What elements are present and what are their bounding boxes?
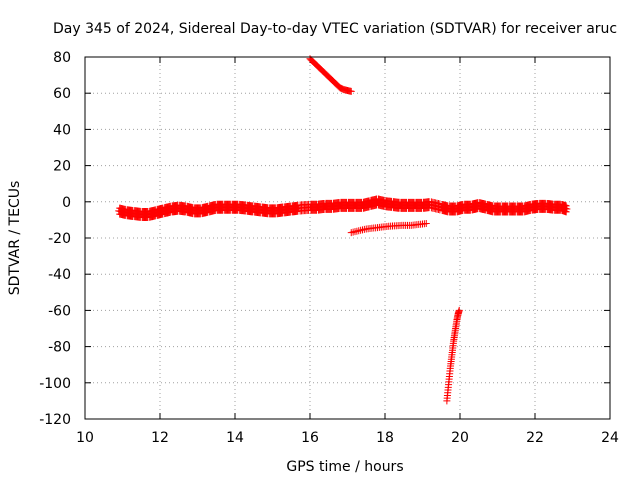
- y-tick-label: -100: [39, 376, 71, 392]
- plot-frame: [84, 56, 611, 420]
- y-tick-label: 80: [53, 50, 71, 66]
- y-tick-label: 20: [53, 159, 71, 175]
- x-tick-label: 18: [376, 430, 394, 446]
- data-point: [422, 220, 430, 228]
- y-tick-label: -80: [48, 340, 71, 356]
- x-tick-label: 22: [526, 430, 544, 446]
- y-tick-label: 0: [62, 195, 71, 211]
- y-tick-label: -60: [48, 303, 71, 319]
- y-axis-label: SDTVAR / TECUs: [7, 181, 23, 296]
- chart-title: Day 345 of 2024, Sidereal Day-to-day VTE…: [53, 21, 617, 37]
- y-tick-label: -120: [39, 412, 71, 428]
- grid-lines: [85, 57, 610, 419]
- axis-ticks: [84, 56, 611, 420]
- data-point: [347, 87, 355, 95]
- data-point: [562, 202, 570, 210]
- y-tick-label: 60: [53, 86, 71, 102]
- x-tick-label: 20: [451, 430, 469, 446]
- y-tick-label: -40: [48, 267, 71, 283]
- y-tick-label: 40: [53, 122, 71, 138]
- data-point: [455, 306, 463, 314]
- data-point: [563, 205, 571, 213]
- x-axis-label: GPS time / hours: [286, 459, 403, 475]
- y-tick-label: -20: [48, 231, 71, 247]
- tick-labels: 10 12 14 16 18 20 22 24 80 60 40 20 0 -20 -40 -60 -80 -10…: [39, 50, 619, 446]
- data-points: [115, 55, 571, 405]
- x-tick-label: 24: [601, 430, 619, 446]
- x-tick-label: 14: [226, 430, 244, 446]
- x-tick-label: 16: [301, 430, 319, 446]
- x-tick-label: 10: [76, 430, 94, 446]
- x-tick-label: 12: [151, 430, 169, 446]
